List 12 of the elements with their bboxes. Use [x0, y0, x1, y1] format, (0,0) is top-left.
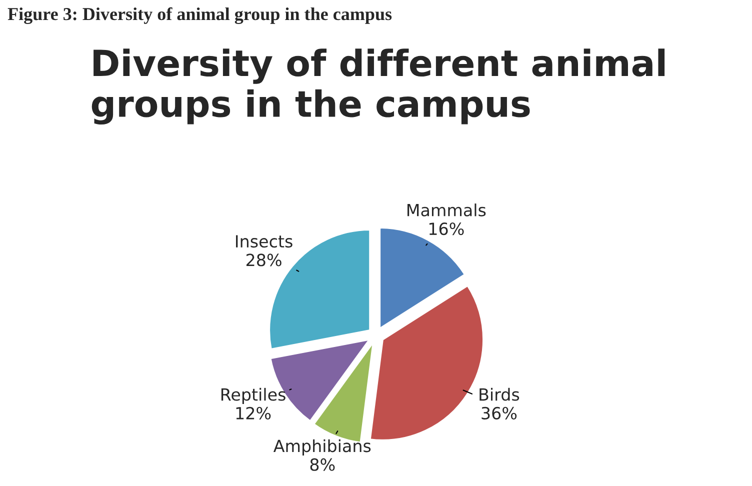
slice-label: Reptiles [221, 388, 286, 404]
slice-label: Birds [480, 388, 520, 401]
data-label: 8% [310, 458, 335, 471]
data-label: 12% [236, 406, 271, 420]
chart-title: Diversity of different animal groups in the campus [92, 48, 665, 125]
slice-label: Amphibians [273, 439, 371, 456]
data-label: 36% [482, 406, 517, 420]
caption: Figure 3: Diversity of animal group in the campus [8, 7, 392, 24]
data-label: 28% [246, 254, 282, 266]
slice-label: Mammals [408, 204, 486, 216]
data-label: 16% [429, 222, 464, 236]
slice-label: Insects [236, 235, 292, 248]
